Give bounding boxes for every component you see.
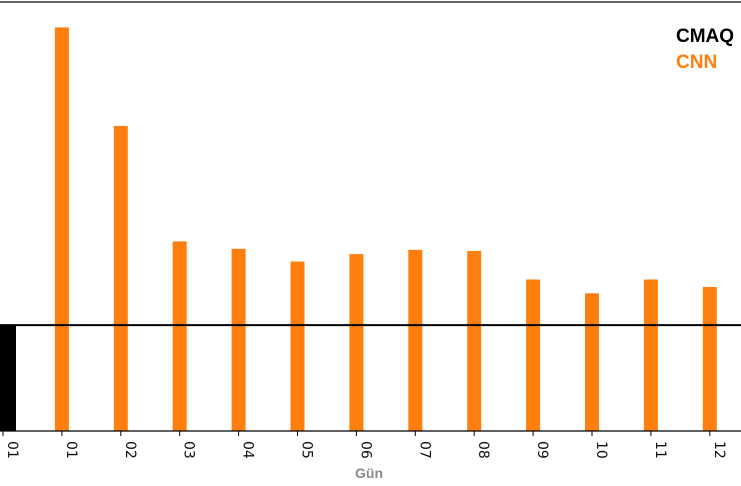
x-axis-label: Gün bbox=[355, 465, 383, 481]
x-tick-label-11: 11 bbox=[652, 441, 668, 459]
legend-cmaq: CMAQ bbox=[676, 26, 735, 47]
bar-cnn-09 bbox=[526, 279, 541, 431]
x-tick-label-10: 10 bbox=[593, 441, 609, 459]
x-tick-label-3: 03 bbox=[181, 441, 197, 459]
x-tick-label-0: 01 bbox=[4, 441, 20, 459]
legend-cnn: CNN bbox=[676, 52, 718, 73]
x-tick-label-8: 08 bbox=[475, 441, 491, 459]
bar-cnn-07 bbox=[408, 249, 423, 431]
bar-cnn-08 bbox=[467, 250, 482, 431]
bar-cnn-02 bbox=[113, 125, 128, 431]
x-tick-label-1: 01 bbox=[63, 441, 79, 459]
x-tick-label-4: 04 bbox=[240, 441, 256, 459]
bar-cnn-12 bbox=[702, 286, 717, 431]
bar-cnn-03 bbox=[172, 241, 187, 431]
bar-cnn-05 bbox=[290, 261, 305, 431]
bar-cnn-06 bbox=[349, 254, 364, 431]
bar-cnn-04 bbox=[231, 248, 246, 431]
bar-cnn-10 bbox=[585, 293, 599, 431]
bar-cnn-11 bbox=[643, 279, 658, 431]
x-tick-label-12: 12 bbox=[711, 441, 727, 459]
x-tick-label-6: 06 bbox=[357, 441, 373, 459]
bar-cmaq-01 bbox=[0, 325, 16, 431]
x-tick-label-5: 05 bbox=[299, 441, 315, 459]
x-tick-label-9: 09 bbox=[534, 441, 550, 459]
x-tick-label-2: 02 bbox=[122, 441, 138, 459]
x-tick-label-7: 07 bbox=[416, 441, 432, 459]
bar-cnn-01 bbox=[54, 27, 69, 432]
